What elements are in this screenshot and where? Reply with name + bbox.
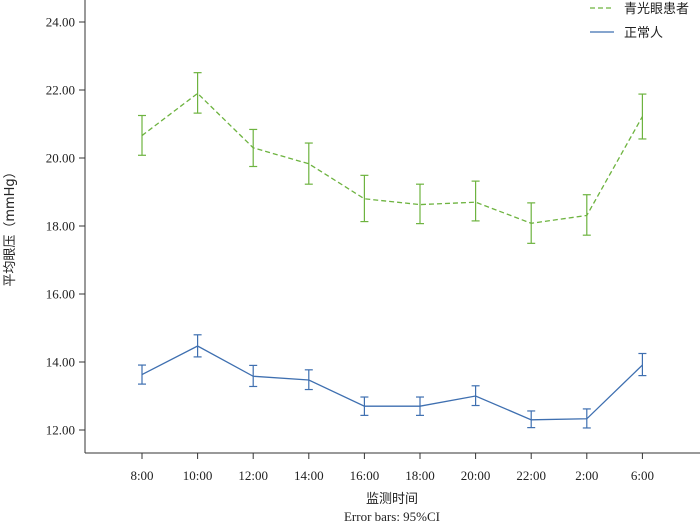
x-tick-label: 10:00	[183, 468, 213, 483]
y-axis-title: 平均眼压（mmHg）	[3, 165, 18, 286]
y-tick-label: 16.00	[46, 287, 75, 302]
series-1	[138, 334, 647, 429]
y-tick-label: 22.00	[46, 83, 75, 98]
x-tick-label: 18:00	[405, 468, 435, 483]
series-layer	[138, 72, 647, 429]
x-tick-label: 20:00	[461, 468, 491, 483]
x-tick-label: 12:00	[238, 468, 268, 483]
x-tick-label: 16:00	[350, 468, 380, 483]
legend-label: 青光眼患者	[624, 2, 689, 17]
series-line	[141, 92, 643, 224]
x-tick-label: 2:00	[575, 468, 598, 483]
axes: 12.00 14.00 16.00 18.00 20.00 22.00 24.00 8:00 1…	[46, 0, 700, 483]
y-tick-label: 18.00	[46, 219, 75, 234]
y-tick-label: 20.00	[46, 151, 75, 166]
y-tick-label: 24.00	[46, 15, 75, 30]
x-axis-title: 监测时间	[366, 492, 418, 507]
y-tick-label: 14.00	[46, 355, 75, 370]
x-tick-label: 22:00	[516, 468, 546, 483]
x-tick-label: 14:00	[294, 468, 324, 483]
x-tick-label: 6:00	[631, 468, 654, 483]
error-bar-note: Error bars: 95%CI	[344, 509, 440, 523]
series-line	[141, 345, 643, 421]
legend-label: 正常人	[624, 26, 663, 41]
series-0	[138, 72, 647, 244]
y-tick-label: 12.00	[46, 423, 75, 438]
x-tick-label: 8:00	[130, 468, 153, 483]
